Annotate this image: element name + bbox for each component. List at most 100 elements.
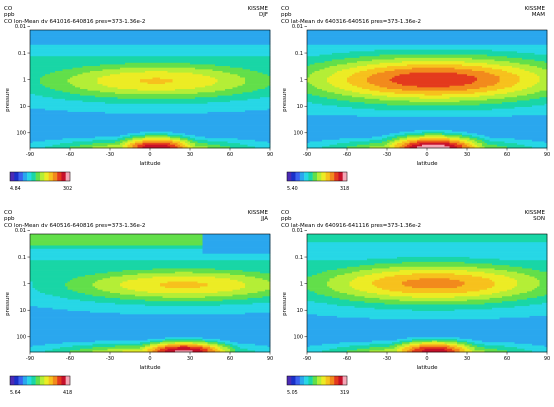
contour-cell xyxy=(307,136,373,139)
contour-cell xyxy=(382,134,395,137)
contour-cell xyxy=(394,274,473,277)
contour-cell xyxy=(492,307,548,310)
contour-cell xyxy=(202,250,271,253)
contour-cell xyxy=(444,144,455,147)
contour-cell xyxy=(30,136,96,139)
contour-cell xyxy=(307,250,548,253)
contour-cell xyxy=(399,139,408,142)
contour-cell xyxy=(309,64,338,67)
contour-cell xyxy=(30,52,271,55)
contour-cell xyxy=(62,138,118,141)
contour-cell xyxy=(327,97,365,100)
contour-cell xyxy=(307,322,548,325)
contour-cell xyxy=(442,93,495,96)
contour-cell xyxy=(307,281,328,284)
contour-cell xyxy=(477,345,505,348)
contour-cell xyxy=(30,260,271,263)
contour-cell xyxy=(479,289,508,292)
contour-cell xyxy=(487,143,518,146)
contour-cell xyxy=(102,289,136,292)
contour-cell xyxy=(419,347,448,350)
contour-cell xyxy=(55,70,91,73)
contour-cell xyxy=(539,77,548,80)
contour-cell xyxy=(307,108,375,111)
y-axis-label: pressure xyxy=(282,292,288,316)
contour-cell xyxy=(67,288,98,291)
contour-cell xyxy=(242,281,271,284)
contour-cell xyxy=(30,266,271,269)
contour-cell xyxy=(307,89,323,91)
contour-cell xyxy=(72,278,103,281)
contour-cell xyxy=(230,350,236,353)
contour-cell xyxy=(329,82,350,85)
colorbar-swatch xyxy=(308,172,313,181)
contour-cell xyxy=(402,141,410,144)
contour-cell xyxy=(192,139,208,142)
contour-cell xyxy=(464,283,495,286)
chart-panel-mam: -90 -60 -30 0 30 60 90 0.01 0.1 1 10 100 CO ppb CO … xyxy=(277,0,554,203)
contour-cell xyxy=(349,281,373,284)
contour-cell xyxy=(117,138,126,141)
contour-field xyxy=(30,30,271,149)
contour-cell xyxy=(359,265,510,268)
x-axis-label: latitude xyxy=(416,161,438,167)
contour-cell xyxy=(30,271,108,274)
contour-cell xyxy=(402,84,465,87)
contour-cell xyxy=(167,134,183,137)
contour-cell xyxy=(469,143,475,146)
contour-cell xyxy=(30,44,271,47)
contour-cell xyxy=(307,43,548,46)
contour-cell xyxy=(534,59,548,62)
contour-cell xyxy=(349,283,373,286)
contour-cell xyxy=(95,340,151,343)
contour-cell xyxy=(522,57,548,60)
contour-cell xyxy=(512,288,535,291)
contour-cell xyxy=(307,347,338,350)
contour-cell xyxy=(202,350,208,353)
contour-cell xyxy=(97,279,128,282)
contour-cell xyxy=(464,143,470,146)
contour-cell xyxy=(30,340,96,343)
contour-cell xyxy=(180,136,191,139)
contour-cell xyxy=(394,134,408,137)
contour-cell xyxy=(317,314,548,317)
contour-cell xyxy=(40,77,71,80)
contour-cell xyxy=(245,82,271,85)
colorbar-swatch xyxy=(304,172,309,181)
contour-cell xyxy=(30,320,271,323)
contour-cell xyxy=(307,143,338,146)
contour-cell xyxy=(95,286,123,289)
contour-cell xyxy=(257,89,271,91)
contour-cell xyxy=(30,97,53,100)
contour-cell xyxy=(314,301,365,304)
contour-cell xyxy=(225,89,258,91)
contour-cell xyxy=(230,66,271,69)
y-tick-label: 10 xyxy=(20,308,26,314)
contour-cell xyxy=(402,283,465,286)
contour-cell xyxy=(367,69,395,72)
x-tick-label: -30 xyxy=(106,152,114,158)
contour-cell xyxy=(467,291,500,294)
contour-cell xyxy=(145,345,151,348)
contour-cell xyxy=(319,69,343,72)
contour-cell xyxy=(394,69,473,72)
contour-cell xyxy=(92,146,123,149)
contour-cell xyxy=(307,80,328,83)
contour-cell xyxy=(539,281,548,284)
contour-cell xyxy=(195,67,243,70)
x-tick-label: 30 xyxy=(464,152,470,158)
contour-cell xyxy=(474,342,515,345)
contour-cell xyxy=(334,276,358,279)
contour-cell xyxy=(392,138,400,141)
contour-cell xyxy=(157,343,168,346)
contour-field xyxy=(30,234,271,353)
contour-cell xyxy=(514,278,538,281)
contour-cell xyxy=(120,143,126,146)
contour-cell xyxy=(125,62,191,65)
contour-cell xyxy=(322,89,345,91)
contour-cell xyxy=(30,314,271,317)
colorbar-max: 418 xyxy=(63,390,72,396)
contour-cell xyxy=(397,143,405,146)
contour-cell xyxy=(307,325,548,328)
contour-cell xyxy=(544,61,548,64)
